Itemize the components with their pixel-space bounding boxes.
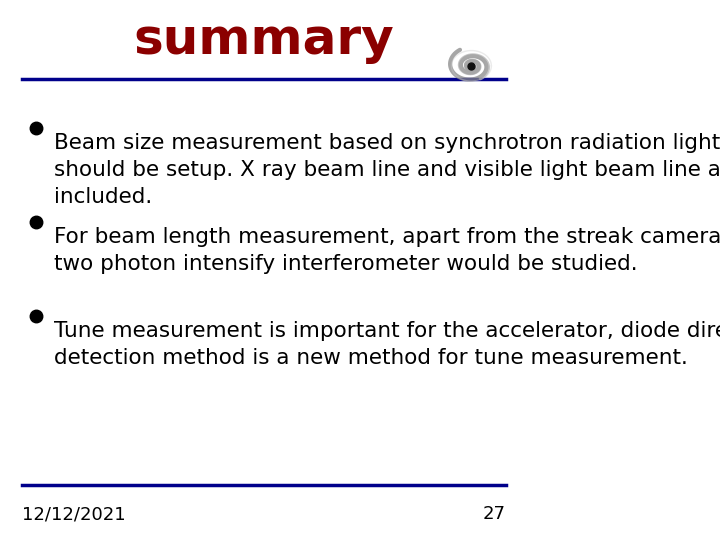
Text: 12/12/2021: 12/12/2021	[22, 505, 126, 523]
Text: 27: 27	[482, 505, 505, 523]
Text: summary: summary	[134, 16, 395, 64]
Text: Tune measurement is important for the accelerator, diode direct
detection method: Tune measurement is important for the ac…	[54, 321, 720, 368]
Text: For beam length measurement, apart from the streak camera,
two photon intensify : For beam length measurement, apart from …	[54, 227, 720, 274]
Text: Beam size measurement based on synchrotron radiation light
should be setup. X ra: Beam size measurement based on synchrotr…	[54, 133, 720, 207]
